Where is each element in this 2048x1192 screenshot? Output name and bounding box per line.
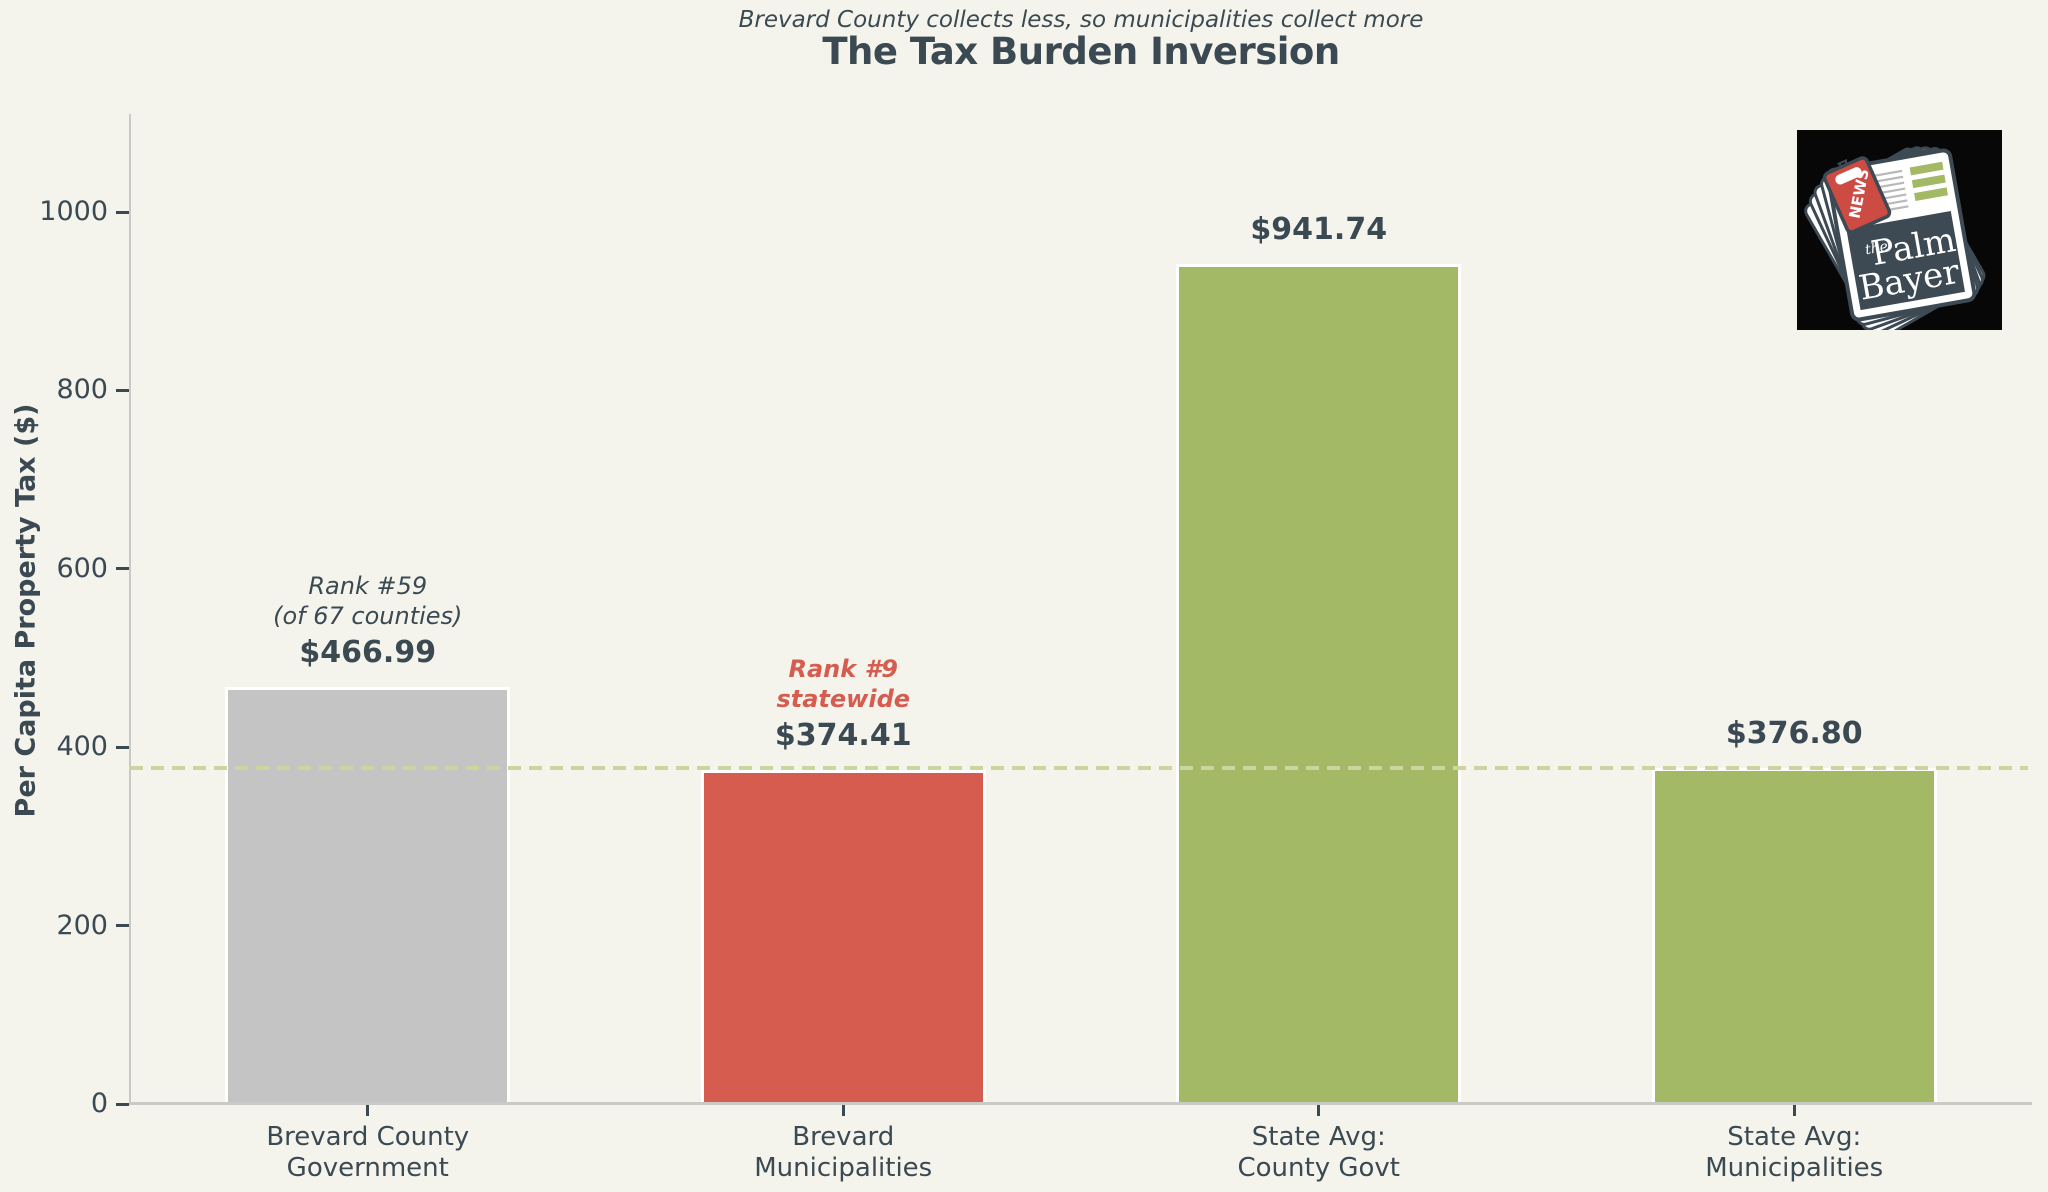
y-tick-mark [116, 388, 129, 392]
y-tick-label: 1000 [39, 196, 108, 227]
x-category-label: Brevard County Government [266, 1122, 470, 1183]
bar [225, 687, 511, 1104]
bar-value-label: $374.41 [774, 718, 912, 754]
x-category-label: Brevard Municipalities [754, 1122, 933, 1183]
bar [700, 770, 986, 1104]
x-tick-mark [1792, 1105, 1796, 1116]
y-tick-label: 400 [56, 731, 108, 763]
bar [1651, 767, 1937, 1104]
news-tag-icon: NEWS [1822, 156, 1892, 234]
bar-value-label: $376.80 [1725, 715, 1863, 751]
y-tick-label: 0 [90, 1088, 108, 1119]
bar-value-label: $466.99 [299, 635, 437, 671]
palm-bayer-logo: the Palm Bayer NEWS [1797, 130, 2002, 330]
y-tick-mark [116, 1102, 129, 1106]
x-tick-mark [1317, 1105, 1321, 1116]
bar-annotation: Rank #9 statewide [776, 655, 911, 714]
reference-line [130, 765, 2028, 770]
chart-title: The Tax Burden Inversion [822, 30, 1340, 73]
y-tick-label: 200 [56, 909, 108, 941]
x-tick-mark [841, 1105, 845, 1116]
y-tick-label: 600 [56, 552, 108, 584]
x-category-label: State Avg: County Govt [1237, 1122, 1401, 1183]
y-tick-mark [116, 210, 129, 214]
y-tick-mark [116, 745, 129, 749]
x-category-label: State Avg: Municipalities [1705, 1122, 1884, 1183]
chart-subtitle: Brevard County collects less, so municip… [738, 7, 1424, 33]
x-tick-mark [366, 1105, 370, 1116]
y-tick-mark [116, 924, 129, 928]
bar [1176, 263, 1462, 1104]
y-axis-spine [129, 114, 131, 1104]
bar-value-label: $941.74 [1250, 211, 1388, 247]
y-tick-mark [116, 567, 129, 571]
bar-annotation: Rank #59 (of 67 counties) [273, 572, 463, 631]
x-axis-spine [129, 1102, 2032, 1105]
logo-word-the: the [1864, 239, 1889, 259]
newspaper-cover-icon: the Palm Bayer [1826, 148, 1977, 322]
y-tick-label: 800 [56, 374, 108, 406]
